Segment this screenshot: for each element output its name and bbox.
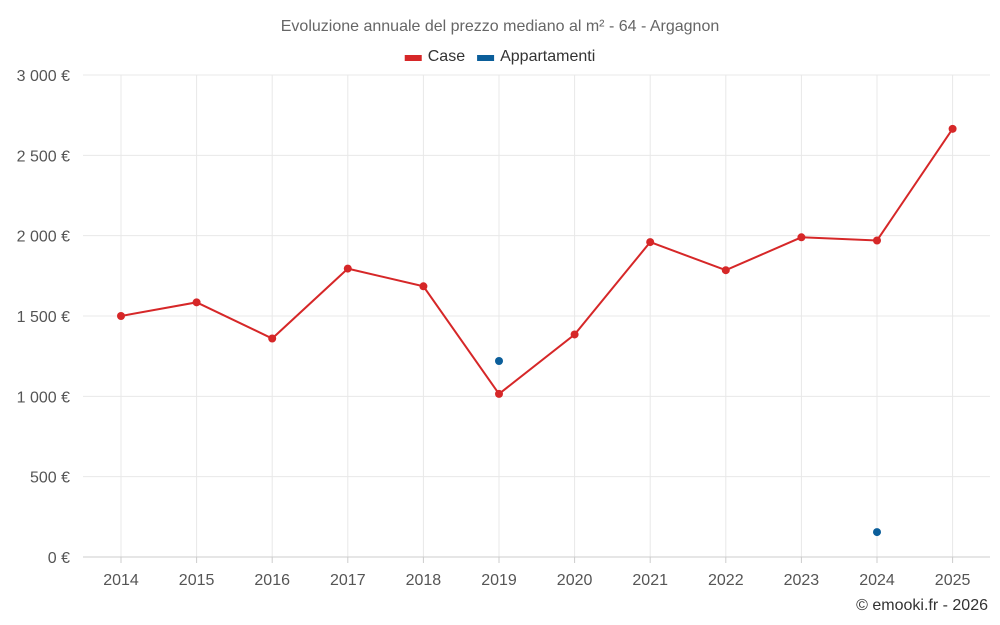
y-tick-label: 3 000 € — [17, 68, 70, 85]
data-point[interactable] — [495, 389, 503, 398]
data-point[interactable] — [948, 124, 957, 133]
x-tick-label: 2022 — [708, 572, 744, 589]
credit-text: © emooki.fr - 2026 — [856, 597, 988, 614]
y-tick-label: 1 500 € — [17, 309, 70, 326]
legend-item-case[interactable]: Case — [404, 48, 465, 65]
legend: Case Appartamenti — [404, 48, 595, 65]
chart-title: Evoluzione annuale del prezzo mediano al… — [281, 18, 720, 35]
x-tick-label: 2018 — [406, 572, 442, 589]
data-point[interactable] — [797, 233, 806, 242]
x-tick-label: 2024 — [859, 572, 895, 589]
legend-swatch — [404, 55, 422, 61]
data-point[interactable] — [721, 266, 730, 275]
data-point[interactable] — [873, 236, 881, 245]
y-tick-label: 0 € — [48, 550, 70, 567]
x-tick-label: 2021 — [632, 572, 668, 589]
legend-swatch — [477, 55, 495, 61]
x-tick-label: 2019 — [481, 572, 517, 589]
grid — [83, 74, 990, 558]
legend-item-appartamenti[interactable]: Appartamenti — [477, 48, 595, 65]
data-point[interactable] — [117, 312, 125, 320]
data-point[interactable] — [646, 238, 655, 247]
x-tick-label: 2025 — [935, 572, 971, 589]
x-axis: 2014 2015 2016 2017 2018 2019 2020 2021 2022 2023… — [83, 556, 990, 589]
series-case — [117, 124, 957, 398]
y-tick-label: 2 000 € — [17, 229, 70, 246]
x-tick-label: 2017 — [330, 572, 366, 589]
y-tick-label: 1 000 € — [17, 389, 70, 406]
data-point[interactable] — [873, 528, 881, 537]
series-layer — [117, 124, 957, 537]
data-point[interactable] — [495, 356, 503, 365]
x-tick-label: 2020 — [557, 572, 593, 589]
series-line — [120, 128, 954, 396]
series-appartamenti — [495, 356, 881, 537]
data-point[interactable] — [343, 264, 352, 273]
data-point[interactable] — [268, 334, 277, 343]
y-tick-label: 2 500 € — [17, 148, 70, 165]
data-point[interactable] — [419, 282, 428, 291]
data-point[interactable] — [570, 330, 579, 339]
x-tick-label: 2014 — [103, 572, 139, 589]
legend-label: Appartamenti — [500, 48, 595, 65]
x-tick-label: 2015 — [179, 572, 215, 589]
x-tick-label: 2016 — [254, 572, 290, 589]
x-tick-label: 2023 — [784, 572, 820, 589]
data-point[interactable] — [192, 298, 201, 307]
y-tick-label: 500 € — [30, 470, 70, 487]
legend-label: Case — [428, 48, 465, 65]
y-axis: 0 € 500 € 1 000 € 1 500 € 2 000 € 2 500 € 3 00… — [17, 68, 70, 567]
